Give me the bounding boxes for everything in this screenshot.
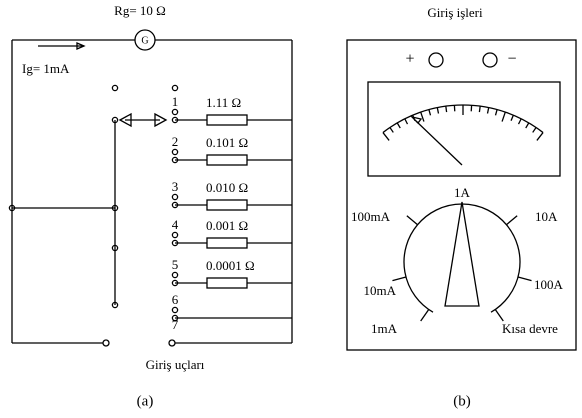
panel	[346, 39, 577, 351]
galvanometer	[134, 29, 156, 51]
resistor	[206, 114, 248, 126]
resistor-label: 0.0001 Ω	[206, 258, 255, 273]
node	[171, 231, 179, 239]
arrow-head	[118, 112, 132, 128]
resistor-label: 1.11 Ω	[206, 95, 241, 110]
range-label: 10mA	[364, 283, 397, 298]
position-number: 2	[172, 134, 179, 149]
minus-sign: −	[507, 51, 516, 68]
scale-tick	[532, 127, 537, 133]
galvanometer-symbol: G	[141, 35, 148, 46]
range-label: 10A	[535, 209, 558, 224]
range-label: 100mA	[351, 209, 391, 224]
terminal	[102, 339, 110, 347]
needle	[415, 120, 463, 166]
arrow-head	[154, 112, 168, 128]
scale-tick	[404, 118, 409, 125]
arrow-head	[76, 42, 86, 50]
plus-sign: +	[405, 51, 414, 68]
scale-tick	[389, 127, 394, 133]
position-number: 5	[172, 257, 179, 272]
range-label: Kısa devre	[502, 321, 558, 336]
scale-tick	[517, 118, 522, 125]
position-number: 7	[172, 317, 179, 332]
range-label: 100A	[534, 277, 564, 292]
scale-tick	[428, 109, 432, 116]
node	[111, 84, 119, 92]
node	[171, 148, 179, 156]
range-tick	[406, 215, 418, 226]
resistor-label: 0.101 Ω	[206, 135, 248, 150]
node	[111, 244, 119, 252]
scale-arc	[382, 104, 544, 134]
resistor	[206, 237, 248, 249]
node	[111, 204, 119, 212]
selector-dial	[403, 203, 521, 313]
resistor	[206, 199, 248, 211]
position-number: 6	[172, 292, 179, 307]
panel-title: Giriş işleri	[427, 5, 483, 20]
needle-head	[409, 115, 423, 124]
range-label: 1A	[454, 185, 471, 200]
position-number: 4	[172, 217, 179, 232]
scale-tick	[478, 106, 481, 113]
meter-window	[367, 81, 561, 177]
scale-tick	[445, 106, 448, 113]
scale-tick	[536, 132, 544, 141]
scale-tick	[486, 107, 490, 114]
node	[171, 84, 179, 92]
caption: (a)	[137, 393, 154, 409]
scale-tick	[510, 114, 514, 121]
position-number: 1	[172, 94, 179, 109]
position-number: 3	[172, 179, 179, 194]
scale-tick	[382, 132, 390, 141]
scale-tick	[436, 107, 440, 114]
ig-label: Ig= 1mA	[22, 61, 70, 76]
node	[111, 116, 119, 124]
terminal	[168, 339, 176, 347]
scale-tick	[396, 122, 401, 129]
resistor	[206, 154, 248, 166]
rg-label: Rg= 10 Ω	[114, 3, 166, 18]
node	[171, 108, 179, 116]
resistor-label: 0.010 Ω	[206, 180, 248, 195]
plus-terminal	[428, 52, 444, 68]
scale-tick	[494, 109, 498, 116]
range-tick	[517, 276, 532, 282]
node	[171, 193, 179, 201]
node	[171, 306, 179, 314]
range-label: 1mA	[371, 321, 398, 336]
terminals-label: Giriş uçları	[146, 357, 205, 372]
range-tick	[494, 309, 504, 322]
resistor	[206, 277, 248, 289]
node	[171, 271, 179, 279]
range-tick	[392, 276, 407, 282]
resistor-label: 0.001 Ω	[206, 218, 248, 233]
selector-knob	[444, 201, 480, 307]
scale-tick	[501, 111, 506, 122]
node	[8, 204, 16, 212]
range-tick	[506, 215, 518, 226]
caption: (b)	[453, 393, 471, 409]
scale-tick	[420, 111, 425, 122]
scale-tick	[525, 122, 530, 129]
range-tick	[420, 309, 430, 322]
node	[111, 301, 119, 309]
minus-terminal	[482, 52, 498, 68]
